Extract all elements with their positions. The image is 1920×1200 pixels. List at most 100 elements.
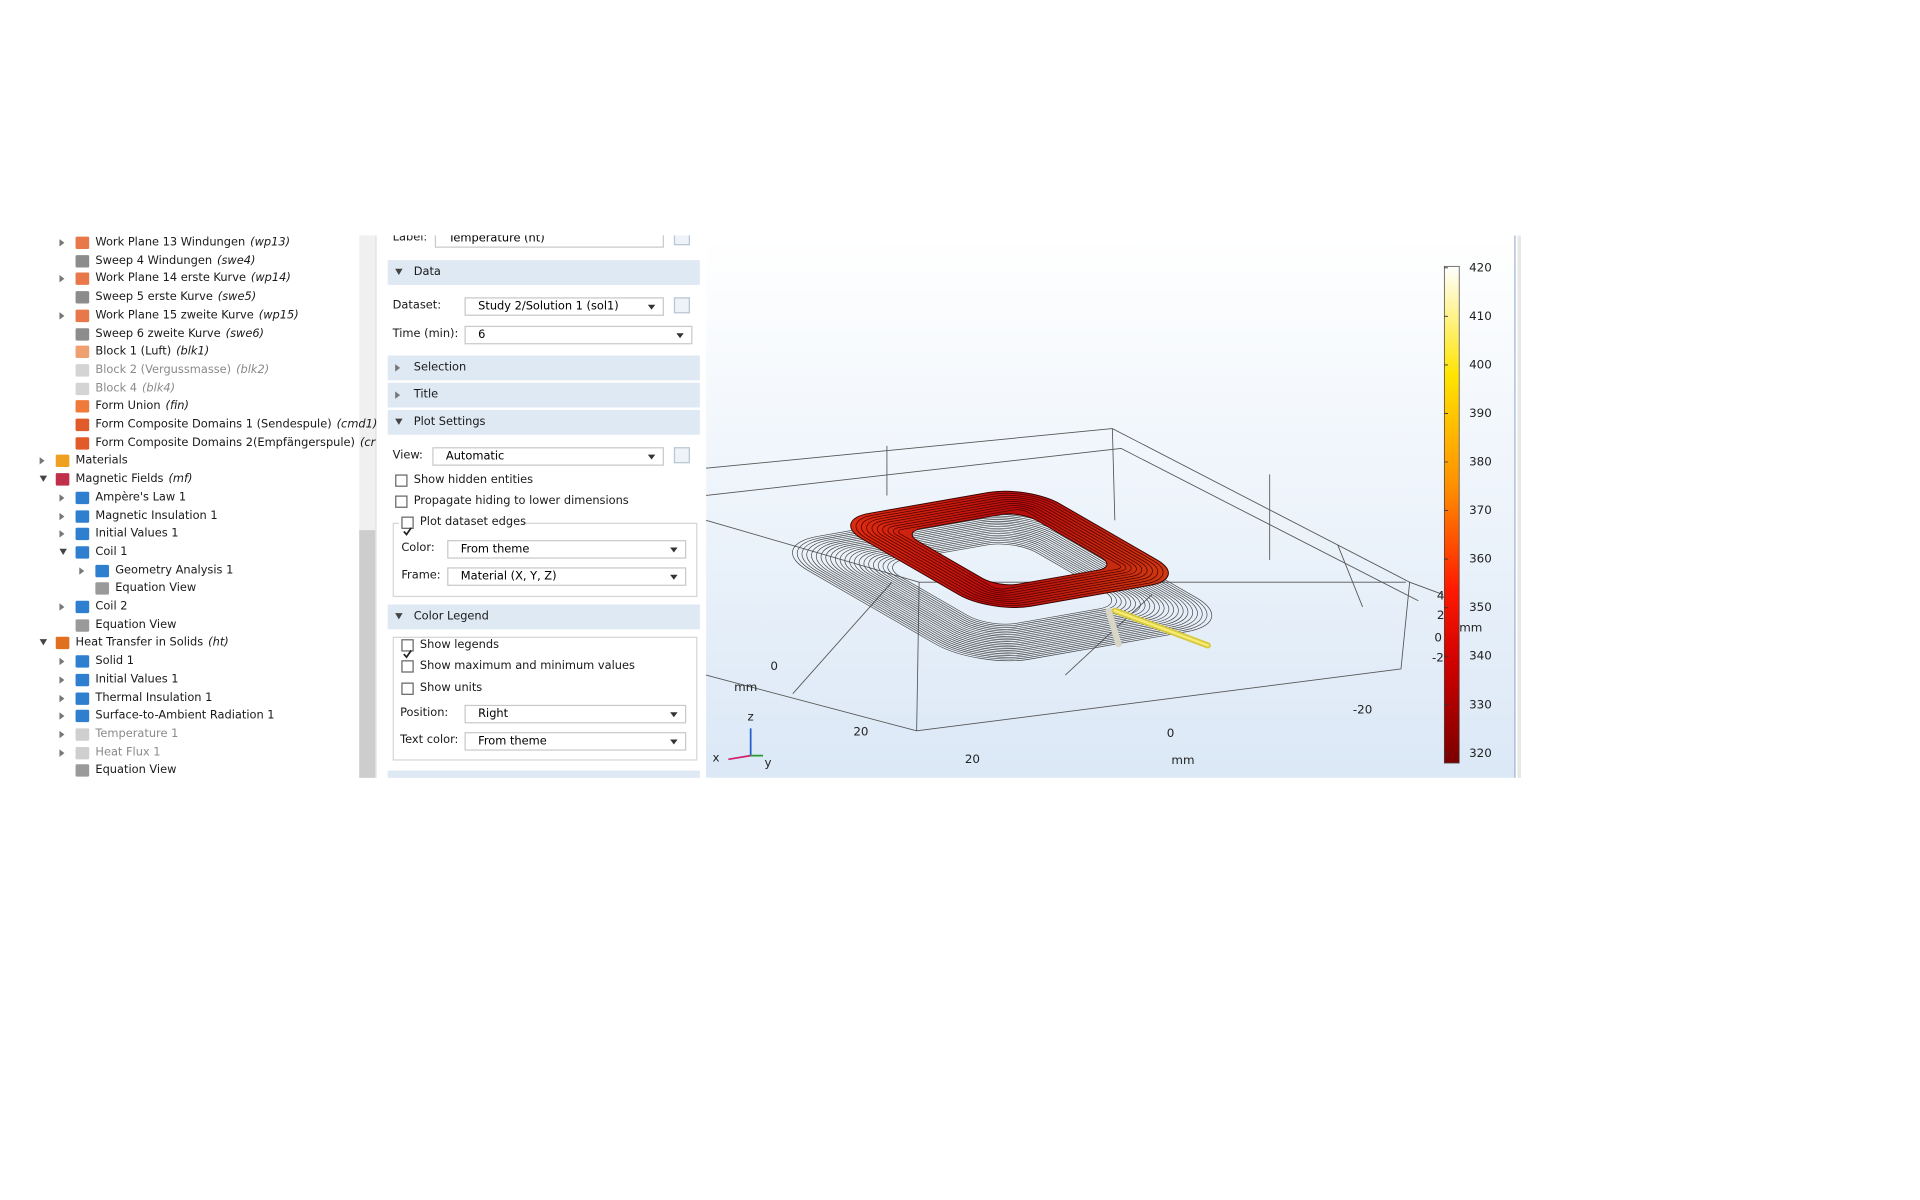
tree-icon xyxy=(75,691,90,705)
tree-item[interactable]: Coil 1 xyxy=(95,545,127,560)
tree-item-label: Work Plane 15 zweite Kurve xyxy=(95,308,254,322)
checkbox[interactable] xyxy=(401,682,414,695)
tree-item-label: Heat Transfer in Solids xyxy=(75,635,204,650)
tree-item-label: Equation View xyxy=(95,763,177,778)
section-header[interactable] xyxy=(387,410,700,435)
colorbar-tick-label: 320 xyxy=(1469,746,1492,760)
tree-item[interactable]: Form Composite Domains 1 (Sendespule) (cm… xyxy=(95,417,377,432)
expander[interactable] xyxy=(59,530,65,538)
expander[interactable] xyxy=(39,457,45,466)
tree-item[interactable]: Coil 2 xyxy=(95,600,127,615)
panel-button[interactable] xyxy=(673,297,690,314)
tree-item[interactable]: Initial Values 1 xyxy=(95,672,178,687)
expander[interactable] xyxy=(59,657,65,666)
expander[interactable] xyxy=(395,364,401,372)
graphics-view[interactable]: 0 mm 20 20 0 mm -20 4 2 0 -2 mm z x y 42… xyxy=(706,235,1521,778)
tree-item[interactable]: Solid 1 xyxy=(95,654,134,669)
field-caption: Dataset: xyxy=(392,298,442,313)
section-header[interactable] xyxy=(387,604,700,630)
tree-item[interactable]: Sweep 6 zweite Kurve (swe6) xyxy=(95,326,264,341)
dropdown[interactable]: 6 xyxy=(464,325,693,344)
checkbox[interactable] xyxy=(395,495,408,508)
tree-item-label: Block 1 (Luft) xyxy=(95,344,172,359)
expander[interactable] xyxy=(59,512,65,520)
tree-item[interactable]: Work Plane 14 erste Kurve (wp14) xyxy=(95,272,290,287)
expander[interactable] xyxy=(59,748,65,757)
expander[interactable] xyxy=(59,730,65,739)
tree-item[interactable]: Work Plane 13 Windungen (wp13) xyxy=(95,235,290,250)
dropdown[interactable]: From theme xyxy=(464,731,687,751)
expander[interactable] xyxy=(395,613,403,620)
section-title: Title xyxy=(413,387,439,402)
tree-item[interactable]: Form Union (fin) xyxy=(95,399,189,414)
checkbox[interactable] xyxy=(401,516,414,536)
expander[interactable] xyxy=(59,493,65,502)
tree-item[interactable]: Thermal Insulation 1 xyxy=(95,691,212,706)
tree-item[interactable]: Sweep 5 erste Kurve (swe5) xyxy=(95,290,256,305)
section-header[interactable] xyxy=(387,770,700,778)
tree-item[interactable]: Magnetic Fields (mf) xyxy=(76,472,193,487)
axis-label: 2 xyxy=(1437,608,1445,622)
expander[interactable] xyxy=(59,712,65,720)
wire-turn xyxy=(878,540,1126,628)
expander[interactable] xyxy=(395,391,401,399)
tree-icon xyxy=(75,327,90,341)
tree-item[interactable]: Magnetic Insulation 1 xyxy=(95,508,217,523)
tree-item-label: Sweep 4 Windungen xyxy=(95,253,213,268)
tree-icon xyxy=(75,655,90,668)
tree-item-label: Temperature 1 xyxy=(95,726,179,741)
expander[interactable] xyxy=(59,548,67,555)
tree-item[interactable]: Equation View xyxy=(115,581,196,596)
tree-item[interactable]: Heat Transfer in Solids (ht) xyxy=(76,636,229,651)
expander[interactable] xyxy=(39,475,48,482)
section-header[interactable] xyxy=(387,382,700,408)
tree-item[interactable]: Initial Values 1 xyxy=(95,527,178,542)
tree-icon xyxy=(75,491,90,504)
tree-item[interactable]: Geometry Analysis 1 xyxy=(115,563,233,578)
expander[interactable] xyxy=(59,239,65,247)
expander[interactable] xyxy=(59,676,65,684)
colorbar-tick-label: 390 xyxy=(1469,406,1492,420)
tree-item-label: Magnetic Insulation 1 xyxy=(95,508,218,523)
tree-item[interactable]: Temperature 1 xyxy=(95,727,178,742)
coil-turn xyxy=(887,506,1131,593)
dropdown[interactable]: From theme xyxy=(447,539,687,559)
tree-item[interactable]: Block 4 (blk4) xyxy=(95,381,175,396)
dropdown[interactable]: Study 2/Solution 1 (sol1) xyxy=(464,296,664,316)
expander[interactable] xyxy=(59,311,65,320)
expander[interactable] xyxy=(79,566,85,575)
dropdown[interactable]: Material (X, Y, Z) xyxy=(447,566,687,586)
expander[interactable] xyxy=(39,639,48,646)
tree-item[interactable]: Sweep 4 Windungen (swe4) xyxy=(95,254,255,269)
wire-turn xyxy=(867,536,1136,632)
tree-item[interactable]: Block 2 (Vergussmasse) (blk2) xyxy=(95,363,269,378)
dropdown[interactable]: Automatic xyxy=(432,446,664,466)
tree-item[interactable]: Block 1 (Luft) (blk1) xyxy=(95,345,209,360)
expander[interactable] xyxy=(59,275,65,283)
expander[interactable] xyxy=(59,603,65,611)
tree-item[interactable]: Work Plane 15 zweite Kurve (wp15) xyxy=(95,308,298,323)
text-input[interactable]: Temperature (ht) xyxy=(434,235,664,248)
tree-item[interactable]: Heat Flux 1 xyxy=(95,745,160,760)
section-header[interactable] xyxy=(387,260,700,285)
expander[interactable] xyxy=(395,418,403,425)
tree-item[interactable]: Equation View xyxy=(95,618,176,633)
tree-item[interactable]: Surface-to-Ambient Radiation 1 xyxy=(95,709,274,724)
scroll-thumb[interactable] xyxy=(359,530,376,778)
panel-button[interactable] xyxy=(673,447,690,464)
tree-icon xyxy=(75,728,90,741)
expander[interactable] xyxy=(59,694,65,702)
section-header[interactable] xyxy=(387,355,700,381)
checkbox[interactable] xyxy=(401,660,414,673)
tree-item[interactable]: Equation View xyxy=(95,763,176,777)
tree-item[interactable]: Ampère's Law 1 xyxy=(95,490,186,505)
expander[interactable] xyxy=(395,268,403,275)
scrollbar[interactable] xyxy=(359,235,376,778)
tree-item[interactable]: Materials xyxy=(76,454,128,469)
panel-button[interactable] xyxy=(673,235,690,246)
tree-icon xyxy=(75,673,90,686)
checkbox[interactable] xyxy=(401,639,414,659)
checkbox[interactable] xyxy=(395,474,408,487)
tree-item[interactable]: Form Composite Domains 2(Empfängerspule)… xyxy=(95,436,375,451)
dropdown[interactable]: Right xyxy=(464,704,687,723)
